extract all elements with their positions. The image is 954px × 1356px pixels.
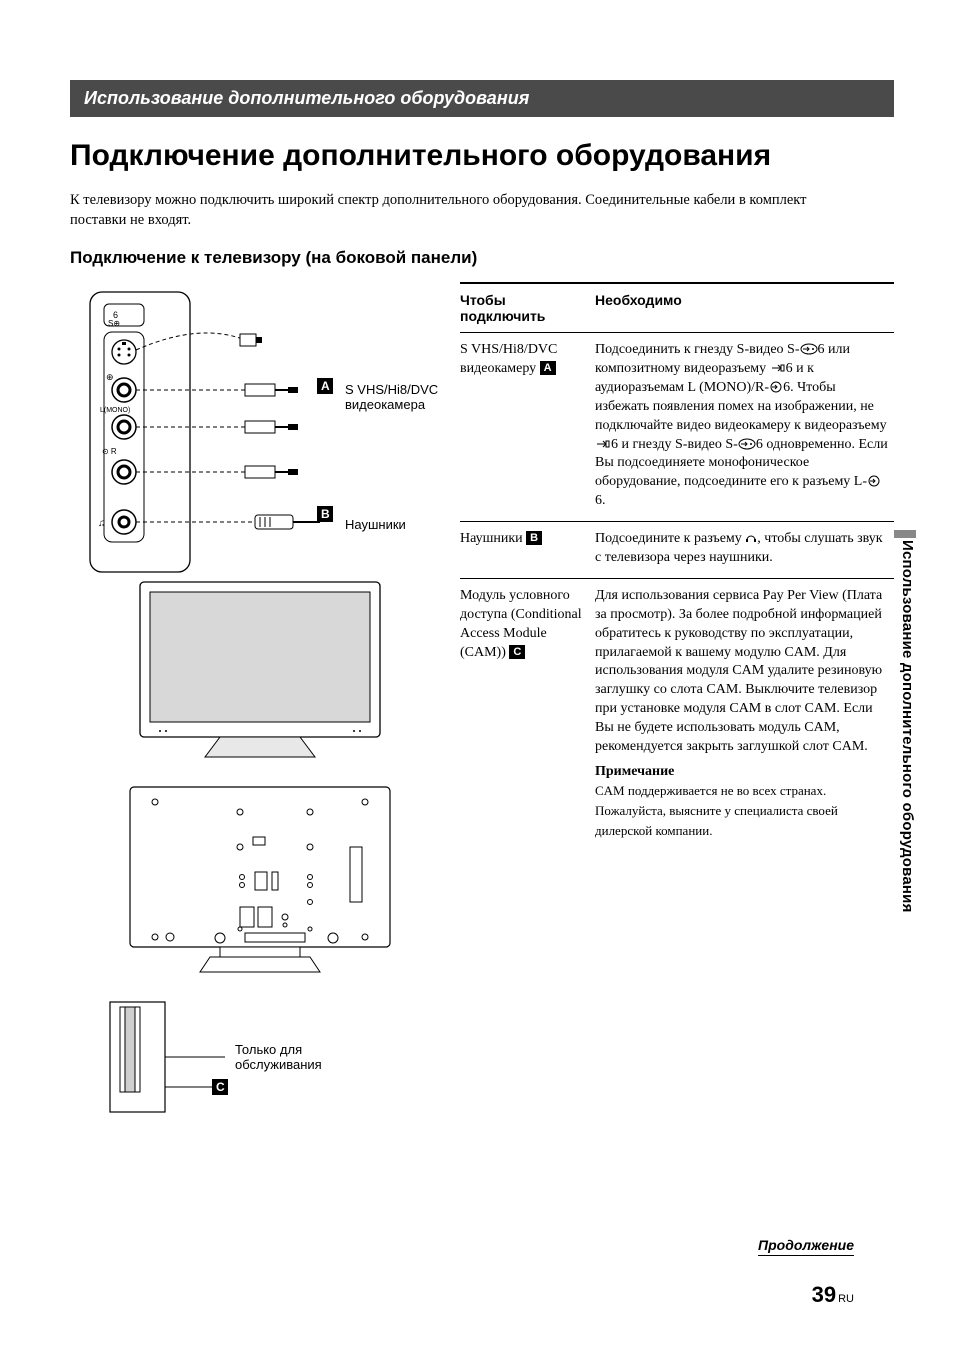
page-number: 39RU bbox=[812, 1282, 854, 1308]
video-in-icon bbox=[595, 438, 611, 450]
note-body: CAM поддерживается не во всех странах. П… bbox=[595, 783, 838, 838]
page-lang: RU bbox=[838, 1293, 854, 1305]
row-left-text: Наушники bbox=[460, 531, 526, 546]
side-tab-marker bbox=[894, 530, 916, 538]
table-head-right: Необходимо bbox=[595, 283, 894, 333]
svg-text:♫: ♫ bbox=[98, 518, 106, 529]
connection-table-wrapper: Чтобы подключить Необходимо S VHS/Hi8/DV… bbox=[460, 282, 894, 1167]
tv-rear-diagram bbox=[70, 777, 430, 987]
page-title: Подключение дополнительного оборудования bbox=[70, 139, 894, 173]
label-camera-a: S VHS/Hi8/DVC видеокамера bbox=[345, 382, 465, 412]
ref-box-c: C bbox=[509, 645, 525, 659]
ref-box-a: A bbox=[540, 361, 556, 375]
svg-text:S⊕: S⊕ bbox=[108, 319, 120, 328]
table-row: Модуль условного доступа (Conditional Ac… bbox=[460, 578, 894, 851]
note-heading: Примечание bbox=[595, 763, 888, 782]
label-headphones-b: Наушники bbox=[345, 517, 705, 532]
svideo-in-icon bbox=[800, 343, 818, 355]
connection-table: Чтобы подключить Необходимо S VHS/Hi8/DV… bbox=[460, 282, 894, 851]
svg-text:A: A bbox=[321, 379, 330, 393]
row-right-text: Подсоединить к гнезду S-видео S-6 или ко… bbox=[595, 342, 888, 508]
side-panel-diagram: 6 S⊕ ⊕ L(MONO) ⊙ R ♫ bbox=[70, 282, 430, 582]
subtitle: Подключение к телевизору (на боковой пан… bbox=[70, 248, 894, 268]
ref-box-b: B bbox=[526, 531, 542, 545]
label-service-only: Только для обслуживания bbox=[235, 1042, 375, 1072]
svg-text:⊙ R: ⊙ R bbox=[102, 447, 117, 456]
side-tab: Использование дополнительного оборудован… bbox=[899, 540, 916, 913]
svg-text:B: B bbox=[321, 507, 330, 521]
svg-text:C: C bbox=[216, 1080, 225, 1094]
svideo-in-icon bbox=[738, 438, 756, 450]
audio-in-icon bbox=[769, 381, 783, 393]
tv-front-diagram bbox=[70, 572, 430, 772]
row-right-text: Подсоедините к разъему , чтобы слушать з… bbox=[595, 531, 883, 565]
table-head-left: Чтобы подключить bbox=[460, 283, 595, 333]
row-right-text: Для использования сервиса Pay Per View (… bbox=[595, 588, 882, 754]
audio-in-icon bbox=[867, 475, 881, 487]
page-number-value: 39 bbox=[812, 1282, 836, 1307]
section-bar: Использование дополнительного оборудован… bbox=[70, 80, 894, 117]
svg-text:L(MONO): L(MONO) bbox=[100, 407, 130, 414]
table-row: S VHS/Hi8/DVC видеокамеру A Подсоединить… bbox=[460, 333, 894, 522]
diagram-column: 6 S⊕ ⊕ L(MONO) ⊙ R ♫ bbox=[70, 282, 430, 1167]
video-in-icon bbox=[770, 362, 786, 374]
intro-paragraph: К телевизору можно подключить широкий сп… bbox=[70, 191, 830, 230]
headphone-icon bbox=[745, 532, 757, 544]
svg-text:⊕: ⊕ bbox=[106, 372, 114, 382]
continued-label: Продолжение bbox=[758, 1237, 854, 1256]
